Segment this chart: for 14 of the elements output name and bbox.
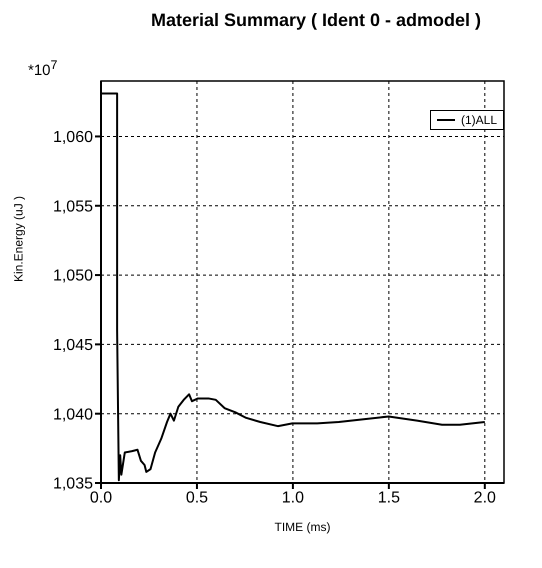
x-tick-label: 1.0 xyxy=(282,489,304,506)
y-tick-label: 1,050 xyxy=(52,268,94,285)
y-tick-label: 1,060 xyxy=(52,129,94,146)
y-tick-label: 1,055 xyxy=(52,198,94,216)
y-tick-label: 1,040 xyxy=(52,406,94,424)
x-tick-label: 0.5 xyxy=(186,489,208,506)
y-axis-title: Kin.Energy (uJ ) xyxy=(11,196,26,282)
x-tick-label: 2.0 xyxy=(474,489,496,506)
x-axis-title: TIME (ms) xyxy=(274,520,330,534)
y-tick-label: 1,045 xyxy=(52,337,94,354)
x-tick-label: 1.5 xyxy=(378,489,400,506)
chart-title: Material Summary ( Ident 0 - admodel ) xyxy=(150,10,482,31)
legend-label: (1)ALL xyxy=(460,113,497,127)
text: *10$^{7}$ xyxy=(28,58,58,79)
